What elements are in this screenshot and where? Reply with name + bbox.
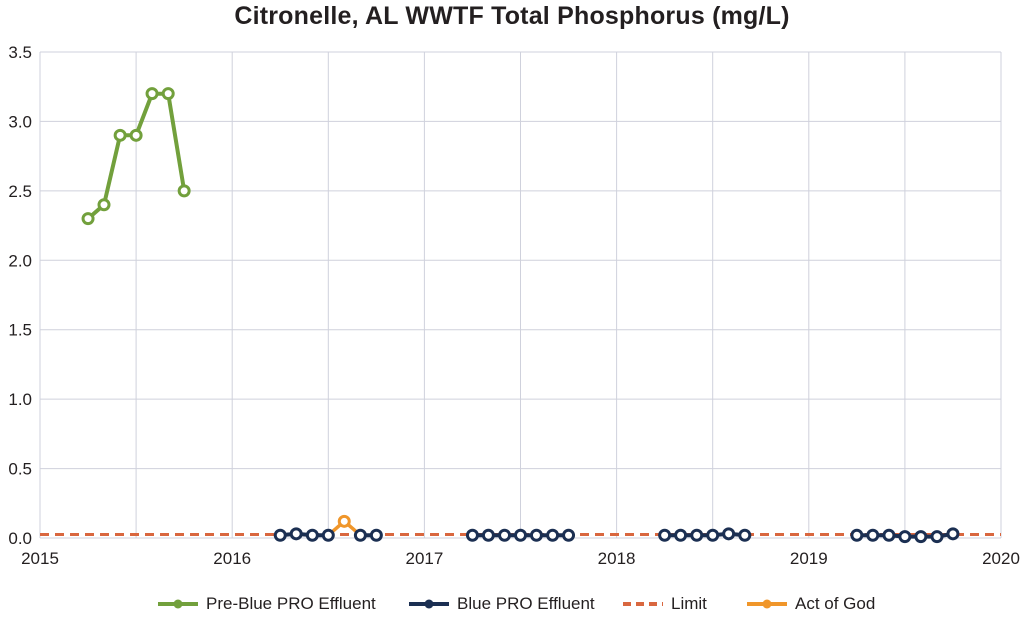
y-tick-label: 0.5 <box>8 460 32 479</box>
pre-blue-pro-point <box>97 198 111 212</box>
legend-label: Act of God <box>795 594 876 613</box>
blue-pro-point <box>658 528 672 542</box>
chart-title: Citronelle, AL WWTF Total Phosphorus (mg… <box>234 2 790 30</box>
blue-pro-point <box>369 528 383 542</box>
legend-item: Act of God <box>745 591 875 617</box>
x-tick-label: 2018 <box>598 549 636 568</box>
blue-pro-point <box>914 530 928 544</box>
pre-blue-pro-point <box>177 184 191 198</box>
legend-item: Pre-Blue PRO Effluent <box>156 591 376 617</box>
y-tick-label: 3.5 <box>8 43 32 62</box>
y-tick-label: 0.0 <box>8 529 32 548</box>
chart-series <box>40 87 1001 544</box>
blue-pro-point <box>305 528 319 542</box>
x-tick-label: 2017 <box>405 549 443 568</box>
blue-pro-point <box>321 528 335 542</box>
y-tick-label: 3.0 <box>8 112 32 131</box>
x-tick-label: 2019 <box>790 549 828 568</box>
legend-swatch-marker <box>173 599 183 609</box>
legend-swatch <box>409 599 449 609</box>
blue-pro-point <box>674 528 688 542</box>
y-axis-tick-labels: 0.0 0.5 1.0 1.5 2.0 2.5 3.0 3.5 <box>8 43 32 548</box>
chart-legend: Pre-Blue PRO Effluent Blue PRO Effluent Li… <box>0 591 1024 617</box>
blue-pro-point <box>722 527 736 541</box>
legend-label: Blue PRO Effluent <box>457 594 595 613</box>
blue-pro-point <box>706 528 720 542</box>
pre-blue-pro-point <box>113 128 127 142</box>
blue-pro-point <box>946 527 960 541</box>
pre-blue-pro-point <box>129 128 143 142</box>
y-tick-label: 1.0 <box>8 390 32 409</box>
blue-pro-point <box>866 528 880 542</box>
blue-pro-line <box>278 531 331 538</box>
blue-pro-point <box>898 530 912 544</box>
pre-blue-pro-point <box>161 87 175 101</box>
phosphorus-line-chart: 0.00.51.01.52.02.53.03.5 2015 2016 2017 201… <box>8 43 1020 568</box>
blue-pro-point <box>481 528 495 542</box>
legend-swatch-marker <box>762 599 772 609</box>
blue-pro-point <box>738 528 752 542</box>
legend-swatch <box>747 599 787 609</box>
legend-label: Pre-Blue PRO Effluent <box>206 594 376 613</box>
blue-pro-point <box>514 528 527 542</box>
legend-swatch <box>623 602 663 606</box>
blue-pro-point <box>353 528 367 542</box>
pre-blue-pro-point <box>81 212 95 226</box>
blue-pro-point <box>930 530 944 544</box>
act-of-god-point <box>337 514 351 528</box>
blue-pro-point <box>546 528 560 542</box>
blue-pro-point <box>690 528 704 542</box>
legend-item: Limit <box>621 591 707 617</box>
legend-swatch-marker <box>424 599 434 609</box>
blue-pro-point <box>273 528 287 542</box>
chart-gridlines <box>39 51 1002 539</box>
blue-pro-point <box>289 527 303 541</box>
legend-swatch <box>158 599 198 609</box>
x-tick-label: 2020 <box>982 549 1020 568</box>
x-axis-tick-labels: 2015 2016 2017 2018 2019 2020 <box>21 549 1020 568</box>
x-tick-label: 2015 <box>21 549 59 568</box>
x-tick-label: 2016 <box>213 549 251 568</box>
blue-pro-point <box>465 528 479 542</box>
blue-pro-point <box>498 528 512 542</box>
legend-item: Blue PRO Effluent <box>407 591 595 617</box>
blue-pro-point <box>850 528 864 542</box>
blue-pro-point <box>562 528 576 542</box>
y-tick-label: 2.5 <box>8 182 32 201</box>
pre-blue-pro-point <box>145 87 159 101</box>
legend-label: Limit <box>671 594 707 613</box>
y-tick-label: 1.5 <box>8 321 32 340</box>
y-tick-label: 2.0 <box>8 251 32 270</box>
blue-pro-point <box>529 528 543 542</box>
blue-pro-point <box>882 528 896 542</box>
